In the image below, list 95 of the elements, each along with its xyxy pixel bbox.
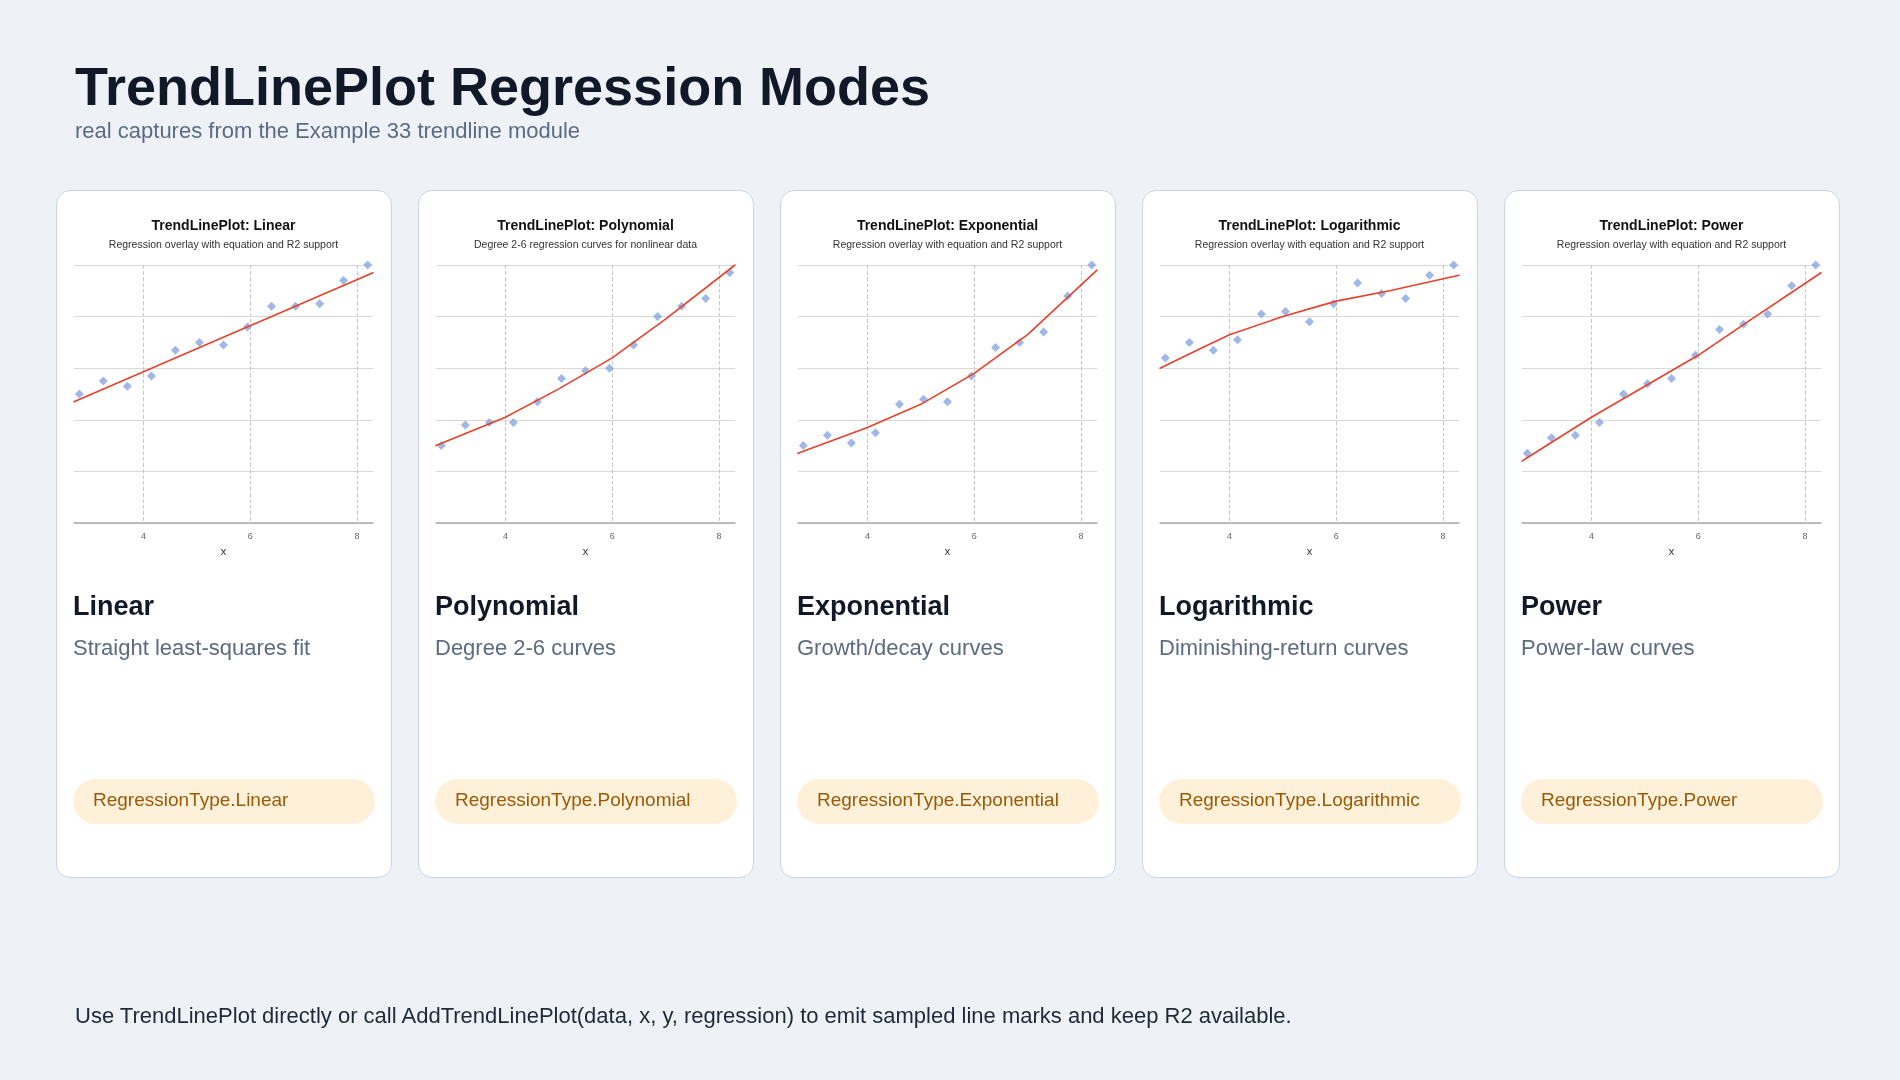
point (653, 312, 663, 322)
x-tick-label: 6 (1695, 530, 1701, 541)
x-tick-label: 6 (609, 530, 615, 541)
point (508, 417, 518, 427)
text: Straight least-squares fit (73, 635, 311, 661)
x-tick-label: 4 (864, 530, 870, 541)
point (1594, 417, 1604, 427)
x-tick-label: 8 (1440, 530, 1446, 541)
point (798, 441, 808, 451)
x-axis-title: x (944, 544, 951, 557)
point (1039, 327, 1049, 337)
point (363, 260, 373, 270)
point (1811, 260, 1821, 270)
point (1305, 317, 1314, 327)
point (1715, 325, 1725, 334)
point (701, 294, 711, 304)
x-tick-label: 8 (1802, 530, 1808, 541)
chart-subtitle: Regression overlay with equation and R2 support (1556, 237, 1787, 250)
point (1763, 309, 1773, 319)
point (267, 301, 277, 311)
point (315, 299, 325, 309)
chart-title: TrendLinePlot: Logarithmic (1218, 217, 1401, 233)
chart-subtitle: Regression overlay with equation and R2 support (108, 237, 339, 250)
text: Growth/decay curves (797, 635, 1004, 661)
text: RegressionType.Linear (73, 779, 375, 824)
chart-subtitle: Degree 2-6 regression curves for nonlinear data (474, 237, 698, 250)
x-tick-label: 8 (716, 530, 722, 541)
point (1425, 270, 1435, 280)
x-tick-label: 8 (1078, 530, 1084, 541)
point (1353, 278, 1363, 288)
point (870, 428, 880, 438)
point (1401, 294, 1411, 304)
point (822, 430, 832, 440)
text: Linear (73, 591, 155, 622)
point (1208, 345, 1218, 355)
x-tick-label: 4 (502, 530, 508, 541)
point (943, 397, 952, 407)
point (219, 340, 228, 350)
x-tick-label: 6 (1333, 530, 1339, 541)
text: Power (1521, 591, 1603, 622)
point (1160, 353, 1170, 363)
x-tick-label: 4 (140, 530, 146, 541)
point (98, 376, 108, 386)
x-axis-title: x (220, 544, 227, 557)
text: TrendLinePlot Regression Modes (75, 55, 931, 117)
x-tick-label: 8 (354, 530, 360, 541)
text: RegressionType.Logarithmic (1159, 779, 1461, 824)
point (1280, 306, 1290, 316)
point (1522, 448, 1532, 458)
x-tick-label: 4 (1588, 530, 1594, 541)
point (991, 343, 1001, 353)
text: Polynomial (435, 591, 580, 622)
text: Use TrendLinePlot directly or call AddTrendLinePlot(data, x, y, regression) to emit sampled line marks and keep R2 available. (75, 1003, 1292, 1029)
point (146, 371, 156, 381)
chart-subtitle: Regression overlay with equation and R2 support (832, 237, 1063, 250)
point (74, 389, 84, 399)
point (1667, 374, 1676, 384)
chart-title: TrendLinePlot: Linear (151, 217, 296, 233)
text: real captures from the Example 33 trendline module (75, 118, 581, 144)
point (1087, 260, 1097, 270)
point (1449, 260, 1459, 270)
point (339, 275, 349, 285)
text: RegressionType.Polynomial (435, 779, 737, 824)
point (894, 399, 904, 409)
point (194, 337, 204, 347)
point (122, 381, 132, 391)
text: Exponential (797, 591, 951, 622)
chart-subtitle: Regression overlay with equation and R2 support (1194, 237, 1425, 250)
chart-title: TrendLinePlot: Polynomial (497, 217, 674, 233)
x-tick-label: 6 (247, 530, 253, 541)
text: Logarithmic (1159, 591, 1314, 622)
text: RegressionType.Exponential (797, 779, 1099, 824)
point (556, 374, 566, 384)
point (170, 345, 180, 355)
point (605, 363, 615, 373)
text: Degree 2-6 curves (435, 635, 616, 661)
point (1546, 433, 1556, 443)
x-axis-title: x (1668, 544, 1675, 557)
point (460, 420, 470, 430)
point (1618, 389, 1628, 399)
text: Power-law curves (1521, 635, 1695, 661)
x-axis-title: x (1306, 544, 1313, 557)
point (1256, 309, 1266, 319)
chart-title: TrendLinePlot: Power (1599, 217, 1744, 233)
text: Diminishing-return curves (1159, 635, 1409, 661)
text: RegressionType.Power (1521, 779, 1823, 824)
x-tick-label: 6 (971, 530, 977, 541)
point (1232, 335, 1242, 345)
point (1787, 281, 1797, 291)
x-axis-title: x (582, 544, 589, 557)
point (846, 438, 856, 448)
x-tick-label: 4 (1226, 530, 1232, 541)
point (1570, 430, 1580, 440)
chart-title: TrendLinePlot: Exponential (856, 217, 1039, 233)
point (1184, 337, 1194, 347)
